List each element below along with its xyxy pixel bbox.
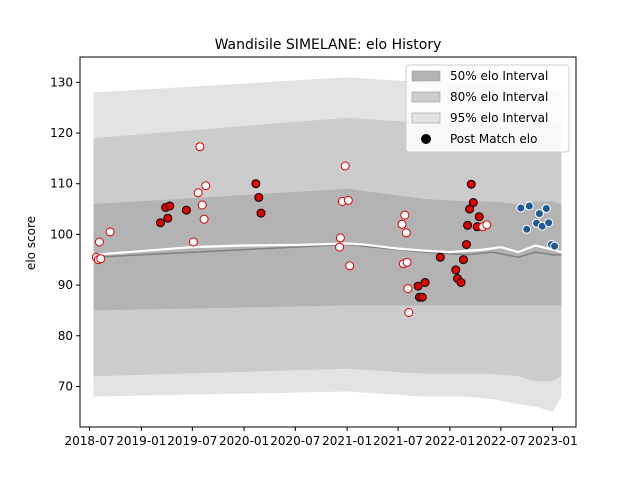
x-tick-label: 2020-01 bbox=[219, 434, 269, 448]
data-point bbox=[340, 161, 350, 171]
data-point bbox=[343, 195, 353, 205]
legend-label: 95% elo Interval bbox=[450, 111, 548, 125]
y-tick-label: 100 bbox=[50, 227, 73, 241]
data-point bbox=[468, 198, 478, 207]
x-tick-label: 2019-07 bbox=[167, 434, 217, 448]
chart-title: Wandisile SIMELANE: elo History bbox=[215, 37, 442, 53]
data-point bbox=[451, 265, 461, 275]
data-point bbox=[251, 179, 261, 189]
data-point bbox=[165, 201, 175, 211]
data-point bbox=[420, 278, 430, 287]
plot-frame bbox=[79, 56, 577, 428]
data-point bbox=[195, 142, 205, 152]
data-point bbox=[163, 213, 173, 223]
data-point bbox=[435, 252, 445, 262]
x-tick-label: 2020-07 bbox=[270, 434, 320, 448]
data-point bbox=[199, 214, 209, 224]
data-point bbox=[522, 224, 532, 234]
y-tick-label: 70 bbox=[58, 379, 73, 393]
data-point bbox=[463, 220, 473, 230]
mean-elo-line bbox=[94, 242, 562, 256]
data-point bbox=[397, 219, 407, 229]
legend-label: 50% elo Interval bbox=[450, 69, 548, 83]
y-tick-label: 110 bbox=[50, 177, 73, 191]
y-tick-label: 120 bbox=[50, 126, 73, 140]
y-axis-ticks: 70 80 90 100 110 120 130 bbox=[50, 75, 80, 393]
legend: 50% elo Interval 80% elo Interval 95% elo … bbox=[405, 64, 570, 153]
data-point bbox=[544, 218, 554, 228]
y-tick-label: 130 bbox=[50, 75, 73, 89]
band-50 bbox=[93, 188, 562, 311]
data-point bbox=[402, 257, 412, 267]
data-point bbox=[96, 254, 106, 264]
data-point bbox=[156, 218, 165, 228]
x-tick-label: 2022-01 bbox=[425, 434, 475, 448]
data-point bbox=[94, 237, 104, 247]
data-point bbox=[550, 241, 560, 251]
data-point bbox=[465, 204, 475, 214]
data-point bbox=[201, 181, 211, 191]
x-axis-ticks: 2018-07 2019-01 2019-07 2020-01 2020-07 2021-… bbox=[65, 427, 578, 448]
post-match-points bbox=[91, 142, 560, 317]
data-point bbox=[417, 292, 427, 302]
y-tick-label: 90 bbox=[58, 278, 73, 292]
data-point bbox=[188, 237, 198, 247]
x-tick-label: 2018-07 bbox=[65, 434, 115, 448]
legend-marker bbox=[421, 134, 431, 144]
x-tick-label: 2021-01 bbox=[322, 434, 372, 448]
y-axis-label: elo score bbox=[24, 216, 38, 270]
data-point bbox=[541, 204, 551, 213]
plot-area bbox=[91, 77, 562, 412]
data-point bbox=[401, 228, 411, 238]
x-tick-label: 2019-01 bbox=[116, 434, 166, 448]
x-tick-label: 2021-07 bbox=[373, 434, 423, 448]
legend-swatch bbox=[411, 70, 441, 82]
data-point bbox=[524, 201, 534, 211]
data-point bbox=[462, 240, 471, 249]
legend-swatch bbox=[411, 112, 441, 124]
legend-box bbox=[405, 64, 570, 153]
data-point bbox=[335, 242, 344, 252]
data-point bbox=[482, 220, 492, 230]
data-point bbox=[335, 233, 345, 243]
data-point bbox=[413, 281, 423, 291]
data-point bbox=[403, 284, 413, 294]
data-point bbox=[456, 278, 466, 287]
x-tick-label: 2022-07 bbox=[476, 434, 526, 448]
legend-swatch bbox=[411, 91, 441, 103]
elo-lines bbox=[93, 242, 562, 258]
data-point bbox=[345, 261, 355, 271]
data-point bbox=[197, 200, 207, 210]
data-point bbox=[256, 208, 266, 218]
y-tick-label: 80 bbox=[58, 329, 73, 343]
data-point bbox=[254, 192, 264, 202]
data-point bbox=[404, 308, 414, 317]
data-point bbox=[181, 205, 191, 215]
center-line bbox=[93, 243, 562, 258]
data-point bbox=[105, 227, 115, 237]
data-point bbox=[193, 188, 203, 198]
x-tick-label: 2023-01 bbox=[528, 434, 578, 448]
data-point bbox=[400, 210, 410, 220]
legend-label: 80% elo Interval bbox=[450, 90, 548, 104]
data-point bbox=[516, 203, 526, 213]
data-point bbox=[458, 255, 468, 265]
data-point bbox=[474, 212, 484, 222]
legend-label: Post Match elo bbox=[450, 132, 537, 146]
data-point bbox=[534, 209, 544, 219]
data-point bbox=[466, 179, 476, 189]
